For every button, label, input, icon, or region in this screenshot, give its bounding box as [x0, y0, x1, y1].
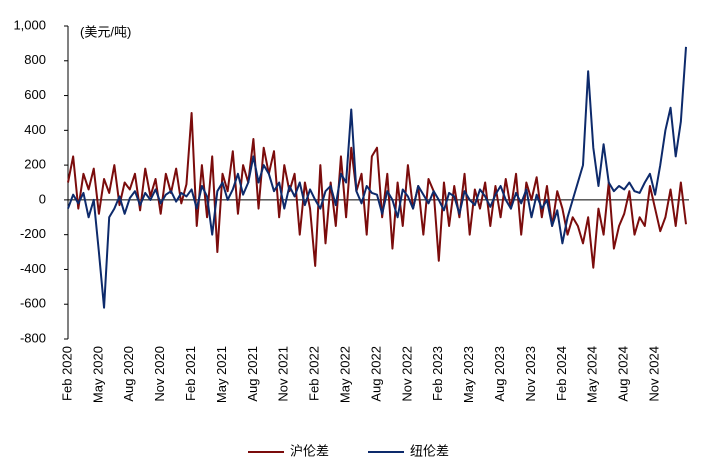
unit-annotation: (美元/吨): [80, 24, 131, 39]
y-tick-label: -400: [20, 261, 46, 276]
x-tick-label: May 2023: [461, 346, 476, 403]
y-tick-label: -600: [20, 296, 46, 311]
y-tick-label: 0: [39, 191, 46, 206]
legend-label: 沪伦差: [290, 443, 329, 458]
x-tick-label: Aug 2022: [368, 346, 383, 402]
x-tick-label: May 2022: [338, 346, 353, 403]
x-tick-label: Feb 2020: [59, 346, 74, 401]
y-tick-label: -800: [20, 330, 46, 345]
x-tick-label: May 2020: [90, 346, 105, 403]
x-tick-label: Feb 2023: [430, 346, 445, 401]
x-tick-label: Feb 2022: [307, 346, 322, 401]
x-tick-label: May 2024: [585, 346, 600, 403]
x-tick-label: Nov 2023: [523, 346, 538, 402]
x-tick-label: Feb 2021: [183, 346, 198, 401]
series-line: [67, 46, 687, 309]
y-tick-label: 400: [24, 122, 46, 137]
x-tick-label: Aug 2021: [245, 346, 260, 402]
x-tick-label: Aug 2024: [616, 346, 631, 402]
x-tick-label: Nov 2021: [276, 346, 291, 402]
y-tick-label: 800: [24, 52, 46, 67]
legend-label: 纽伦差: [410, 443, 449, 458]
x-tick-label: Nov 2022: [399, 346, 414, 402]
x-tick-label: Nov 2020: [152, 346, 167, 402]
y-tick-label: 1,000: [13, 17, 46, 32]
x-tick-label: May 2021: [214, 346, 229, 403]
y-tick-label: -200: [20, 226, 46, 241]
y-tick-label: 200: [24, 157, 46, 172]
x-tick-label: Aug 2020: [121, 346, 136, 402]
y-tick-label: 600: [24, 87, 46, 102]
x-tick-label: Feb 2024: [554, 346, 569, 401]
x-tick-label: Nov 2024: [647, 346, 662, 402]
x-tick-label: Aug 2023: [492, 346, 507, 402]
